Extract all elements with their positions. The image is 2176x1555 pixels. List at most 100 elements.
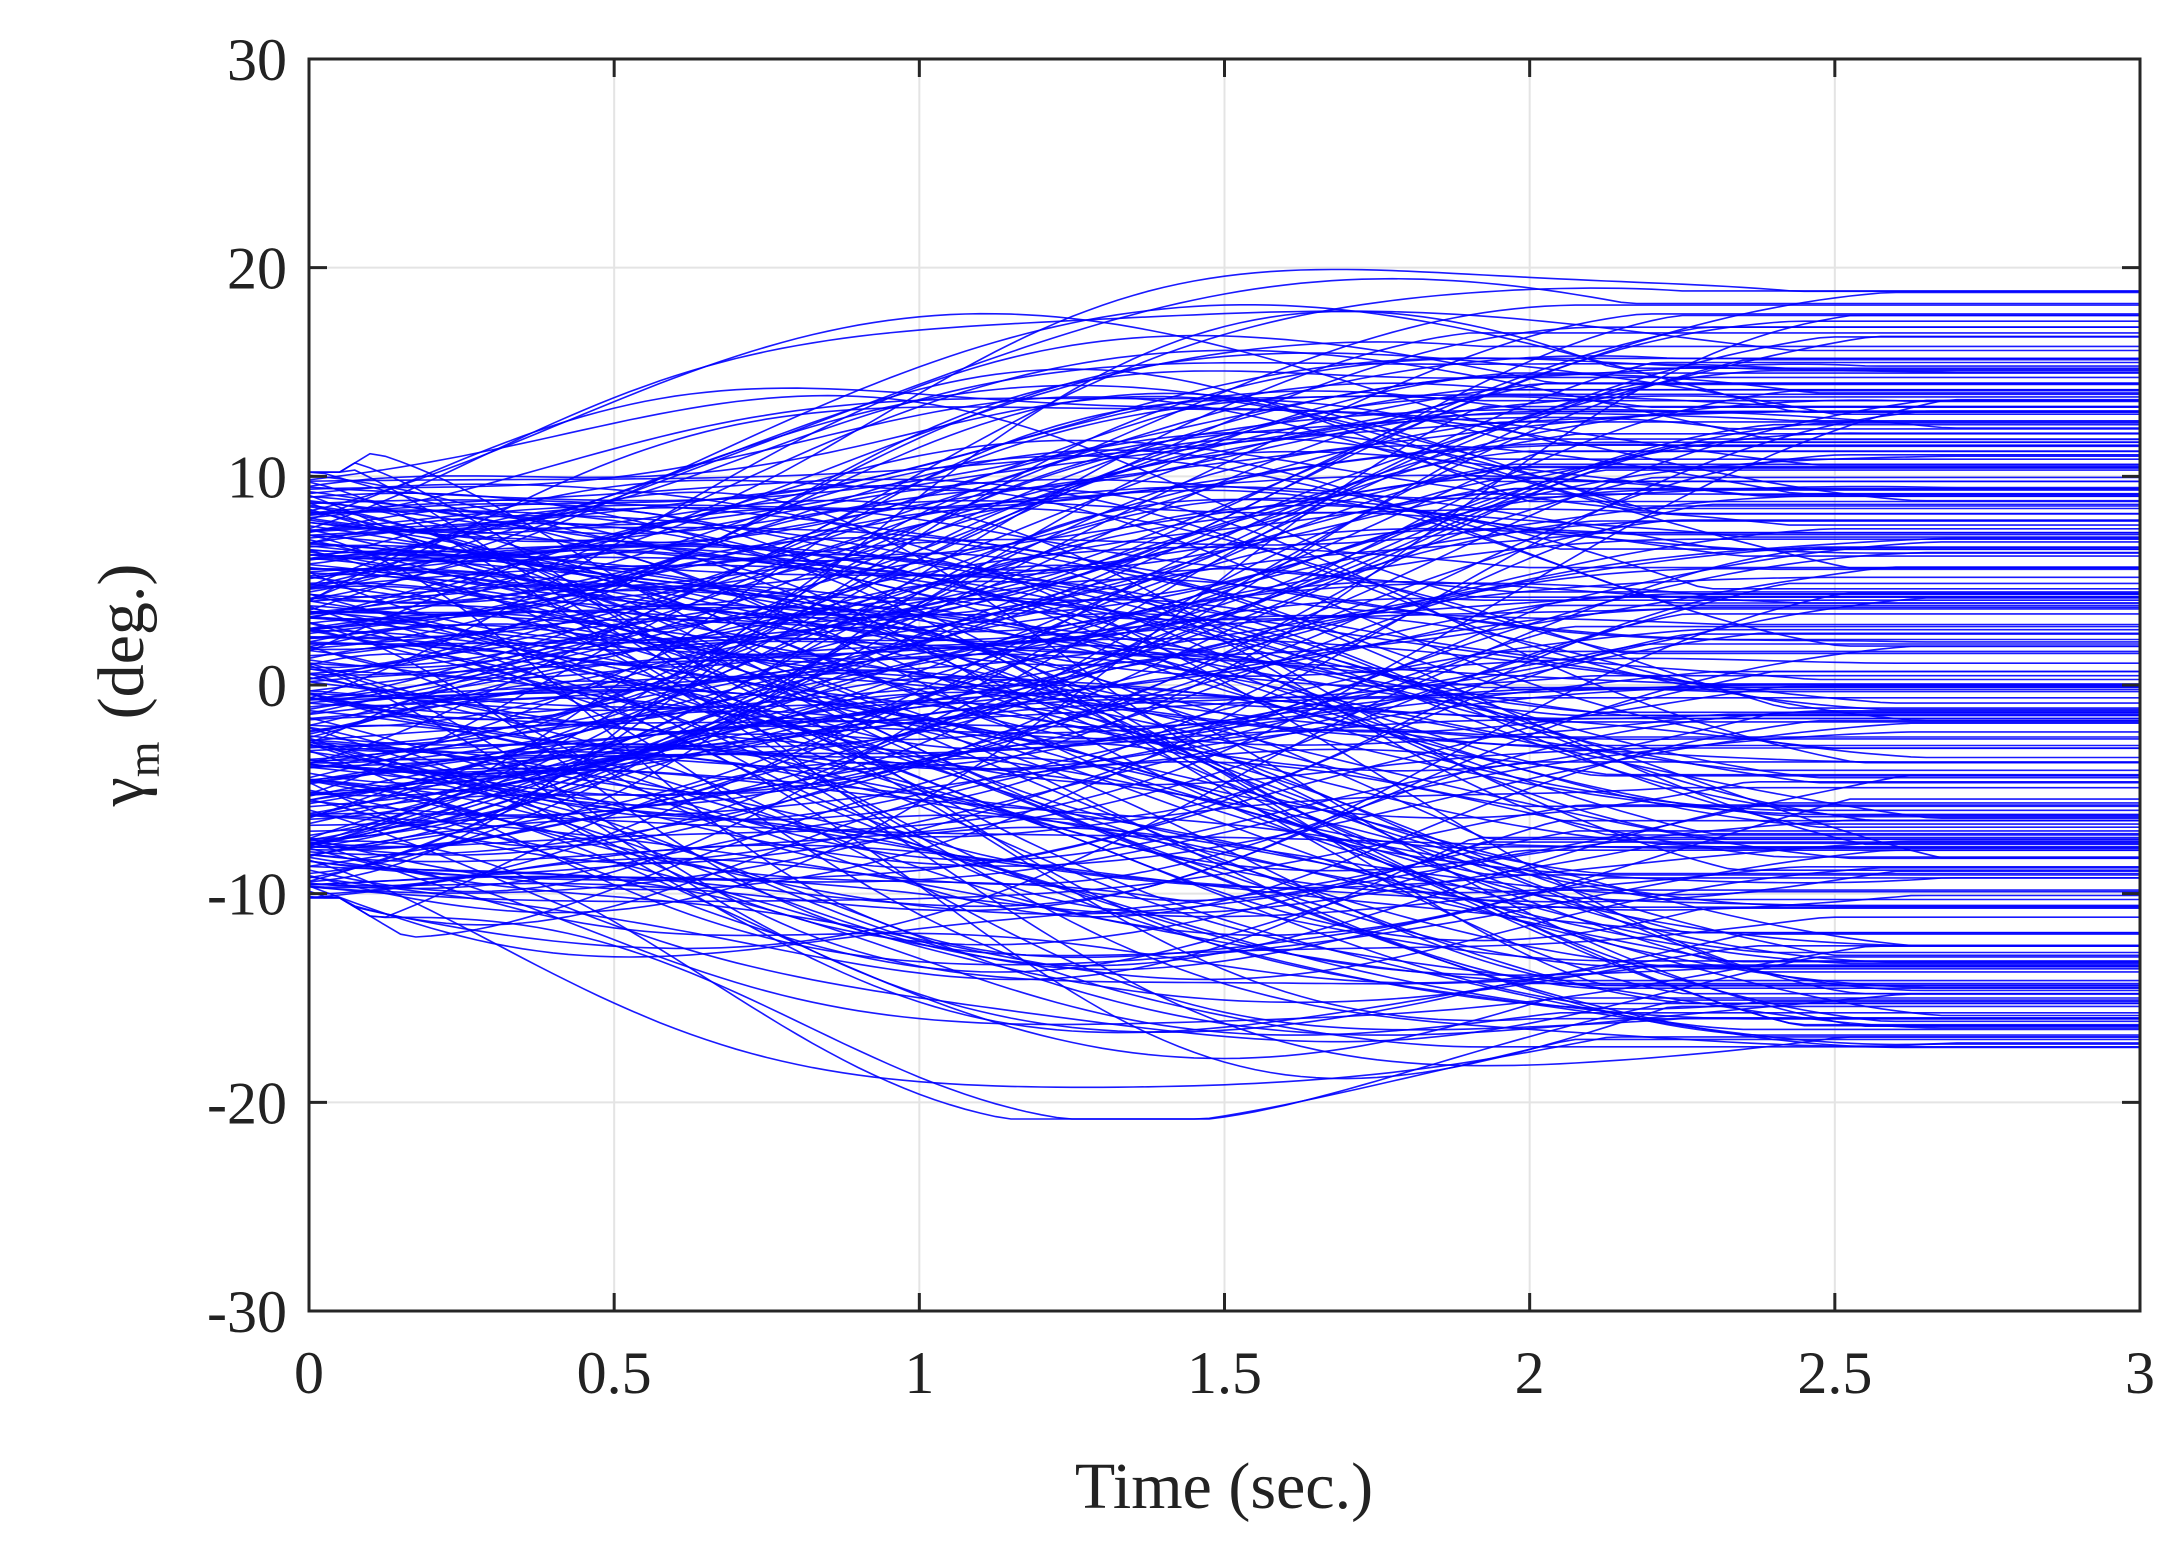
trace-line [309, 567, 2140, 840]
trace-line [309, 546, 2140, 701]
x-tick-label: 1 [904, 1340, 934, 1406]
trace-line [309, 476, 2140, 795]
trace-line [309, 508, 2140, 688]
trace-line [309, 830, 2140, 958]
y-axis-label-symbol: γ [85, 777, 158, 807]
trace-line [309, 729, 2140, 825]
trace-line [309, 597, 2140, 889]
y-tick-label: -10 [207, 862, 287, 928]
trace-line [309, 669, 2140, 860]
trace-line [309, 844, 2140, 934]
trace-line [309, 389, 2140, 608]
trace-line [309, 576, 2140, 784]
trace-line [309, 667, 2140, 985]
trace-line [309, 527, 2140, 914]
trace-line [309, 376, 2140, 724]
tick-marks [307, 57, 2142, 1313]
trace-line [309, 541, 2140, 709]
x-tick-label: 2 [1515, 1340, 1545, 1406]
trace-line [309, 567, 2140, 808]
y-tick-label: 10 [227, 444, 287, 510]
y-tick-label: 20 [227, 236, 287, 302]
trace-line [309, 469, 2140, 942]
x-tick-label: 1.5 [1187, 1340, 1262, 1406]
trace-line [309, 613, 2140, 863]
x-tick-label: 0.5 [577, 1340, 652, 1406]
trace-line [309, 495, 2140, 884]
trace-line [309, 570, 2140, 896]
y-tick-label: 0 [257, 653, 287, 719]
trace-line [309, 568, 2140, 741]
trace-line [309, 719, 2140, 918]
trace-line [309, 549, 2140, 740]
trace-line [309, 314, 2140, 642]
trace-line [309, 758, 2140, 1036]
trace-line [309, 840, 2140, 1120]
trace-line [309, 490, 2140, 747]
trace-line [309, 503, 2140, 821]
trace-line [309, 410, 2140, 482]
trace-line [309, 684, 2140, 720]
trace-line [309, 521, 2140, 812]
trace-line [309, 710, 2140, 982]
trace-line [309, 814, 2140, 1004]
y-tick-label: -30 [207, 1279, 287, 1345]
trace-line [309, 787, 2140, 971]
y-axis-label: γm (deg.) [85, 564, 169, 808]
trace-line [309, 291, 2140, 616]
trace-line [309, 741, 2140, 1020]
trace-line [309, 840, 2140, 984]
trace-line [309, 478, 2140, 711]
trace-line [309, 650, 2140, 950]
trace-line [309, 812, 2140, 850]
trace-line [309, 469, 2140, 797]
trace-line [309, 611, 2140, 849]
trace-line [309, 607, 2140, 902]
trace-line [309, 551, 2140, 894]
trace-line [309, 504, 2140, 875]
y-axis-label-subscript: m [118, 741, 169, 777]
trace-line [309, 387, 2140, 521]
trace-line [309, 564, 2140, 777]
trace-line [309, 675, 2140, 808]
trace-line [309, 598, 2140, 832]
x-tick-label: 3 [2125, 1340, 2155, 1406]
trace-line [309, 767, 2140, 965]
trace-line [309, 814, 2140, 963]
trace-line [309, 395, 2140, 676]
trace-line [309, 277, 2140, 593]
trace-line [309, 746, 2140, 1005]
x-tick-labels: 0 0.5 1 1.5 2 2.5 3 [294, 1340, 2155, 1406]
trace-line [309, 566, 2140, 656]
trace-line [309, 584, 2140, 717]
trace-line [309, 362, 2140, 531]
trace-line [309, 408, 2140, 837]
trace-line [309, 584, 2140, 685]
trace-line [309, 673, 2140, 1031]
trace-line [309, 310, 2140, 530]
trace-line [309, 761, 2140, 973]
trace-line [309, 334, 2140, 699]
trace-line [309, 814, 2140, 987]
trace-line [309, 546, 2140, 701]
trace-line [309, 633, 2140, 881]
y-tick-label: 30 [227, 27, 287, 93]
trace-line [309, 726, 2140, 946]
trace-line [309, 534, 2140, 959]
trace-line [309, 492, 2140, 621]
trace-line [309, 393, 2140, 668]
trace-line [309, 406, 2140, 600]
x-tick-label: 0 [294, 1340, 324, 1406]
y-tick-label: -20 [207, 1070, 287, 1136]
trace-line [309, 398, 2140, 849]
trace-line [309, 580, 2140, 859]
trace-line [309, 809, 2140, 1043]
trace-line [309, 653, 2140, 1048]
trace-line [309, 527, 2140, 612]
trace-line [309, 444, 2140, 883]
x-tick-label: 2.5 [1797, 1340, 1872, 1406]
trace-line [309, 766, 2140, 889]
trace-line [309, 641, 2140, 989]
trace-line [309, 349, 2140, 632]
